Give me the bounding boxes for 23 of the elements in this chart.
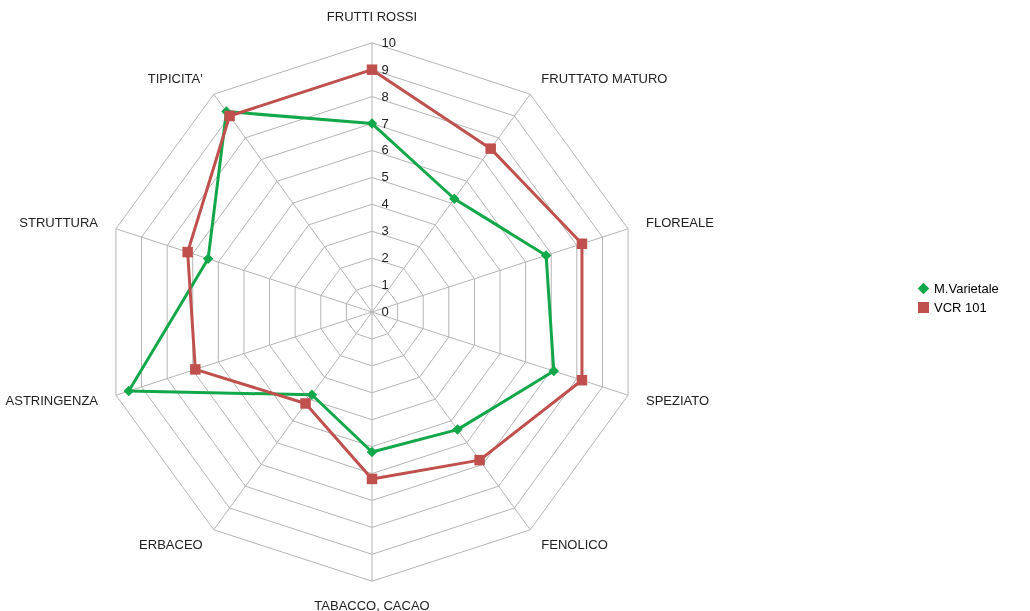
spoke-label: TABACCO, CACAO <box>314 598 430 611</box>
y-tick-label: 7 <box>381 115 389 131</box>
spoke-label: FRUTTI ROSSI <box>326 8 418 24</box>
y-tick-label: 5 <box>381 169 389 185</box>
y-tick-label: 9 <box>381 61 389 77</box>
y-tick-label: 0 <box>381 304 389 319</box>
spoke-label: FLOREALE <box>645 214 715 230</box>
legend-label: M.Varietale <box>934 280 999 296</box>
y-tick-label: 1 <box>381 277 389 293</box>
y-tick-label: 3 <box>381 223 389 239</box>
y-tick-label: 10 <box>381 34 396 50</box>
legend-label: VCR 101 <box>934 299 987 315</box>
spoke-label: ERBACEO <box>139 537 203 553</box>
spoke-label: TIPICITA' <box>147 70 203 86</box>
y-tick-label: 2 <box>381 250 389 266</box>
spoke-label: STRUTTURA <box>19 214 99 230</box>
spoke-label: FRUTTATO MATURO <box>541 70 668 86</box>
y-tick-label: 8 <box>381 88 389 104</box>
spoke-label: SPEZIATO <box>645 393 710 409</box>
y-tick-label: 4 <box>381 196 389 212</box>
y-tick-label: 6 <box>381 142 389 158</box>
spoke-label: FENOLICO <box>541 537 608 553</box>
spoke-label: ASTRINGENZA <box>5 393 99 409</box>
